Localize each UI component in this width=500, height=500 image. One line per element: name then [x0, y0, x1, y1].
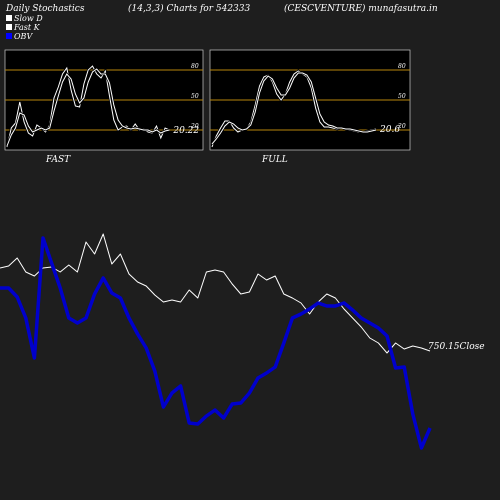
header-title: Daily Stochastics [5, 4, 85, 14]
legend-label-obv: OBV [14, 32, 33, 41]
legend-label-fast-k: Fast K [13, 23, 41, 32]
legend-swatch-fast-k [6, 24, 12, 30]
band-label: 80 [191, 63, 199, 70]
legend-label-slow-d: Slow D [14, 14, 43, 23]
band-label: 50 [191, 93, 199, 100]
header-site: (CESCVENTURE) munafasutra.in [284, 3, 438, 14]
fast-panel-label: FAST [45, 155, 71, 165]
stoch-line-1 [211, 72, 377, 145]
band-label: 20 [190, 123, 199, 130]
obv-line [0, 236, 432, 450]
close-value-label: 750.15Close [428, 342, 485, 352]
last-value-label: 20.22 [172, 126, 199, 136]
close-price-line [0, 233, 431, 354]
legend: Slow D Fast K OBV [6, 14, 43, 41]
last-value-label: 20.6 [379, 125, 400, 135]
legend-swatch-slow-d [6, 15, 12, 21]
band-label: 20 [397, 123, 406, 130]
full-panel-label: FULL [261, 155, 288, 165]
legend-swatch-obv [6, 33, 12, 39]
band-label: 80 [398, 63, 406, 70]
band-label: 50 [398, 93, 406, 100]
stoch-line-1 [6, 68, 170, 147]
header-chart-for: (14,3,3) Charts for 542333 [128, 3, 250, 14]
price-obv-panel: 750.15Close [0, 233, 485, 450]
